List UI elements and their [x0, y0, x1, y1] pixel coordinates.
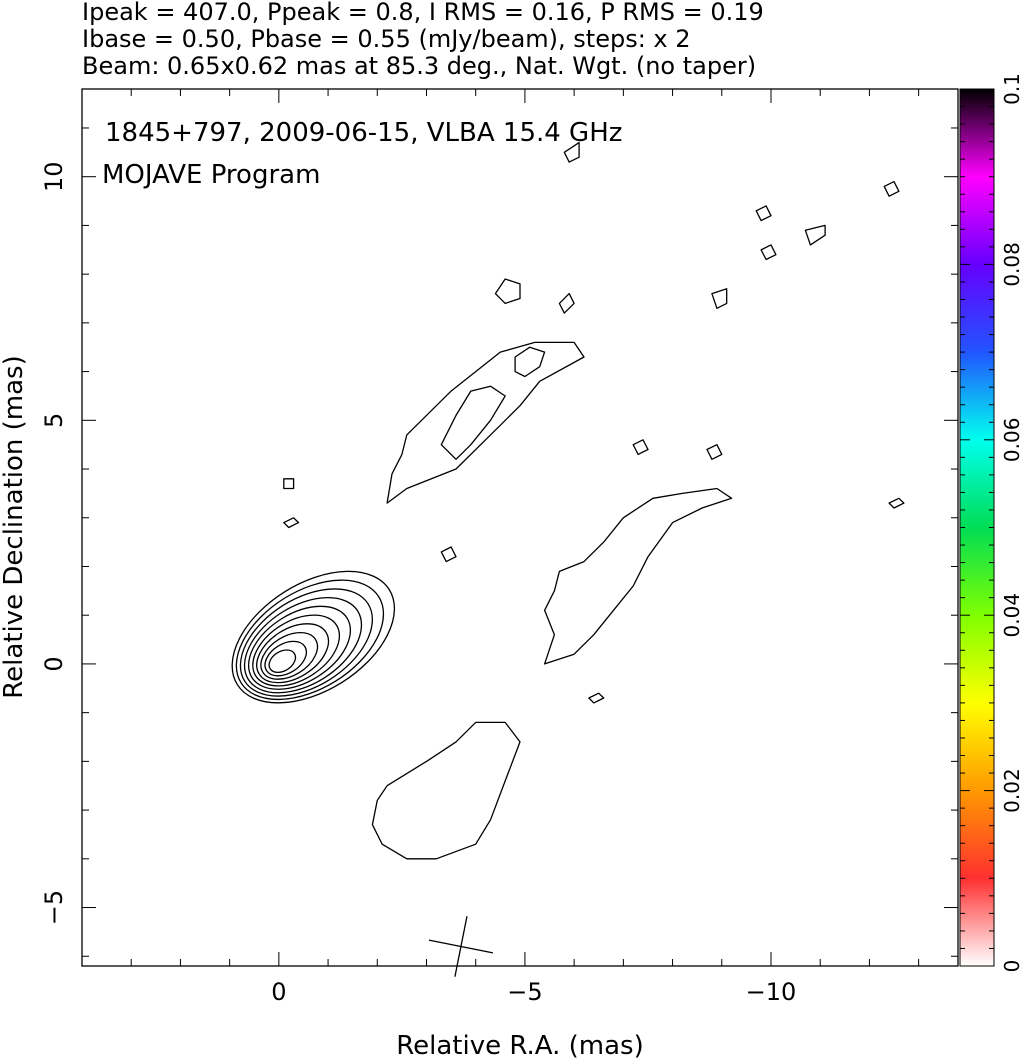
contour-blob-7: [760, 244, 777, 261]
contour-south-blob: [371, 721, 521, 860]
colorbar: [959, 88, 995, 967]
header-line-2: Ibase = 0.50, Pbase = 0.55 (mJy/beam), s…: [82, 25, 691, 53]
core-contour-level: [260, 631, 319, 680]
core-contours: [231, 570, 396, 704]
y-tick-label: 5: [40, 413, 68, 428]
colorbar-tick-label: 0.1: [1000, 73, 1022, 105]
core-contour-level: [252, 614, 341, 687]
contour-jet-upper-inner-a: [440, 385, 506, 460]
contour-blob-5: [804, 224, 826, 246]
x-axis-label: Relative R.A. (mas): [396, 1031, 643, 1061]
y-tick-label: 10: [40, 161, 68, 192]
header-line-1: Ipeak = 407.0, Ppeak = 0.8, I RMS = 0.16…: [82, 0, 764, 26]
contour-blob-1: [494, 278, 521, 305]
y-tick-label: −5: [40, 890, 68, 925]
chart-title-line-1: 1845+797, 2009-06-15, VLBA 15.4 GHz: [105, 118, 622, 148]
core-contour-level: [231, 570, 396, 704]
colorbar-tick-label: 0.02: [1000, 768, 1022, 813]
contour-blob-3: [563, 141, 580, 163]
contour-blob-9: [632, 439, 649, 456]
core-contour-level: [243, 596, 363, 694]
colorbar-tick-label: 0.06: [1000, 418, 1022, 463]
contour-jet-upper-inner-b: [514, 346, 546, 378]
x-tick-label: −5: [507, 978, 542, 1006]
contour-blob-11: [283, 478, 295, 490]
contour-set: [283, 141, 905, 860]
contour-jet-upper: [386, 341, 585, 504]
colorbar-tick-label: 0: [1000, 960, 1022, 973]
contour-jet-middle: [543, 487, 733, 665]
x-tick-label: −10: [746, 978, 797, 1006]
x-ticks: 0 −5 −10: [81, 89, 920, 1006]
contour-blob-14: [588, 692, 605, 704]
chart-title-line-2: MOJAVE Program: [102, 160, 320, 190]
contour-blob-10: [706, 444, 723, 460]
core-contour-level: [256, 623, 330, 684]
contour-blob-12: [283, 517, 300, 529]
y-tick-label: 0: [40, 656, 68, 671]
core-contour-level: [247, 605, 352, 690]
core-contour-level: [268, 649, 297, 674]
colorbar-ticks: 0 0.02 0.04 0.06 0.08 0.1: [960, 73, 1022, 972]
core-contour-level: [235, 579, 385, 701]
beam-marker: [428, 916, 494, 977]
y-ticks: −5 0 5 10: [40, 127, 958, 957]
colorbar-tick-label: 0.08: [1000, 242, 1022, 287]
contour-blob-8: [883, 180, 900, 197]
contour-blob-4: [711, 288, 728, 309]
contour-blob-13: [440, 546, 457, 563]
contour-blob-2: [558, 292, 575, 314]
contour-blob-15: [888, 497, 905, 509]
colorbar-tick-label: 0.04: [1000, 593, 1022, 638]
core-contour-level: [239, 588, 374, 697]
header-line-3: Beam: 0.65x0.62 mas at 85.3 deg., Nat. W…: [82, 52, 756, 80]
core-contour-level: [264, 640, 308, 677]
plot-frame: [81, 88, 959, 967]
beam-minor-axis: [454, 916, 468, 977]
x-tick-label: 0: [271, 978, 286, 1006]
y-axis-label: Relative Declination (mas): [0, 355, 29, 698]
contour-blob-6: [755, 205, 772, 222]
